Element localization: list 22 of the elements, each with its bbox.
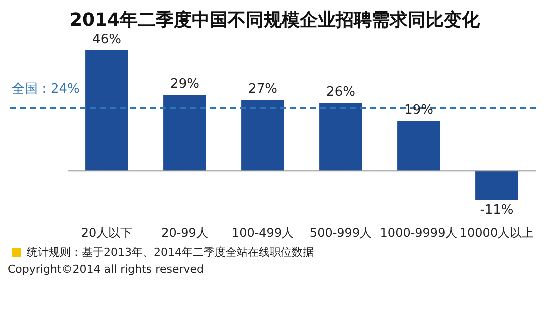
bar bbox=[242, 100, 284, 172]
x-tick-label: 100-499人 bbox=[232, 226, 294, 240]
bar bbox=[398, 121, 440, 172]
chart-title: 2014年二季度中国不同规模企业招聘需求同比变化 bbox=[68, 9, 482, 33]
data-label: 29% bbox=[170, 76, 200, 92]
data-label: 46% bbox=[92, 32, 122, 48]
data-label: 27% bbox=[248, 82, 278, 98]
data-label: 26% bbox=[326, 84, 356, 100]
data-label: -11% bbox=[480, 202, 514, 218]
x-tick-label: 20-99人 bbox=[162, 226, 208, 240]
x-tick-label: 20人以下 bbox=[81, 226, 133, 240]
x-tick-label: 1000-9999人 bbox=[380, 226, 458, 240]
x-tick-label: 500-999人 bbox=[310, 226, 372, 240]
x-tick-label: 10000人以上 bbox=[460, 226, 534, 240]
text: Copyright©2014 all rights reserved bbox=[8, 262, 204, 278]
bar bbox=[320, 102, 362, 172]
ref-line-label: 全国：24% bbox=[12, 82, 80, 98]
bar bbox=[476, 171, 518, 200]
text: 统计规则：基于2013年、2014年二季度全站在线职位数据 bbox=[27, 245, 314, 261]
data-label: 19% bbox=[404, 103, 434, 118]
bar bbox=[164, 95, 206, 172]
bar bbox=[86, 50, 128, 172]
